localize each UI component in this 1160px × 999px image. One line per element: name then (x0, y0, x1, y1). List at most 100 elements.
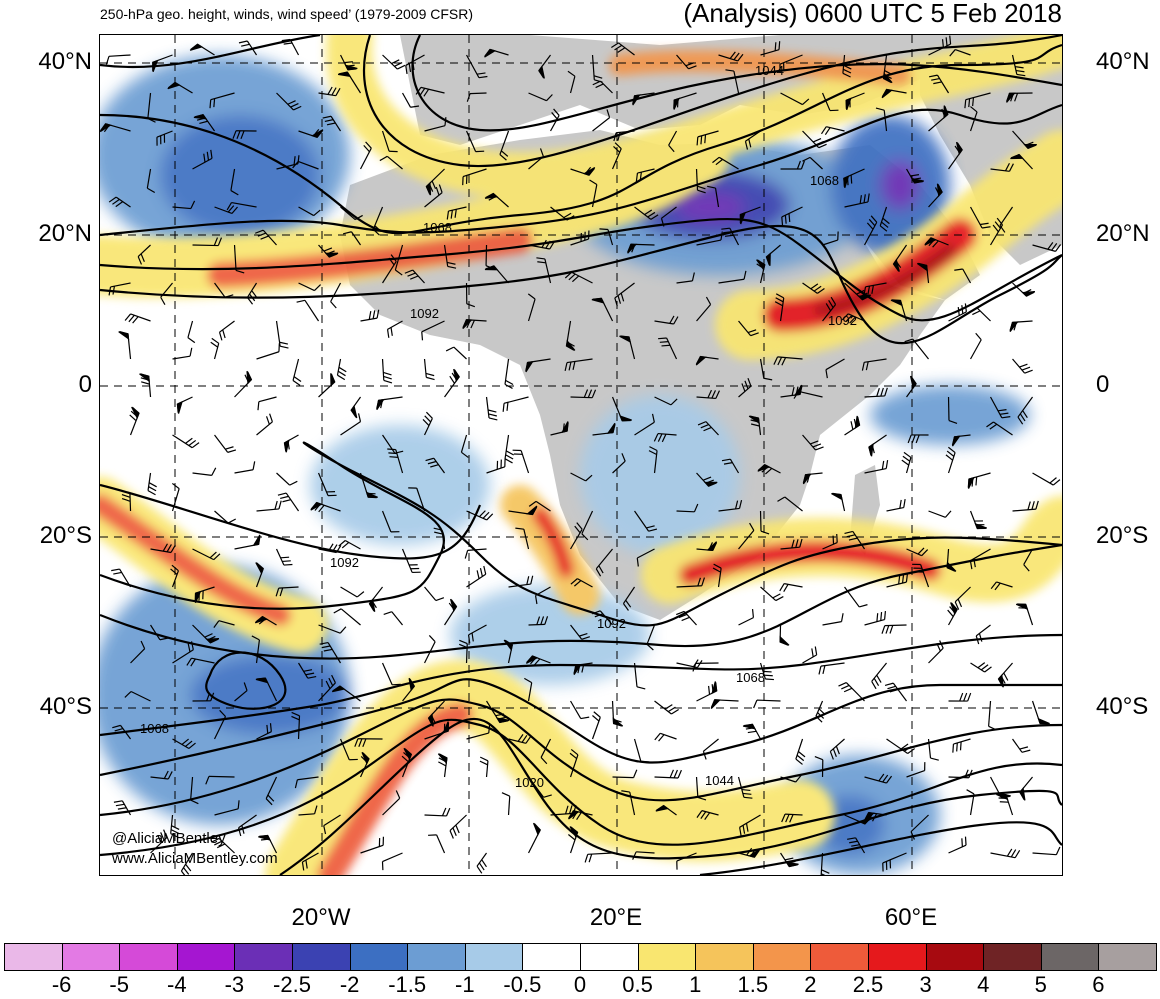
jet-anomaly (532, 507, 574, 578)
wind-barb (550, 421, 569, 436)
wind-barb (844, 193, 870, 208)
wind-barb (632, 851, 655, 860)
wind-barb (428, 834, 446, 854)
wind-barb (695, 776, 707, 801)
wind-barb (622, 586, 636, 611)
wind-barb (739, 206, 761, 225)
wind-barb (317, 472, 337, 497)
wind-barb (340, 586, 365, 598)
colorbar-cell (637, 943, 697, 971)
wind-barb (422, 411, 433, 436)
colorbar-cell (752, 943, 812, 971)
wind-barb (822, 533, 838, 550)
wind-barb (251, 635, 260, 664)
contour-labels: 1044 1068 1068 1092 1092 1092 1092 1068 … (140, 63, 857, 790)
wind-barb (847, 837, 866, 854)
wind-barb (779, 54, 803, 73)
wind-barb (234, 534, 261, 550)
wind-barb (948, 836, 967, 854)
wind-barb (360, 836, 385, 854)
wind-barb (121, 489, 132, 512)
wind-barb (753, 699, 781, 709)
wind-barb (444, 368, 460, 398)
wind-barb (147, 472, 157, 496)
wind-barb (318, 543, 342, 554)
height-contour (100, 441, 1062, 627)
wind-barb (146, 168, 156, 194)
wind-barb (462, 168, 487, 186)
wind-barb (654, 769, 682, 779)
wind-barb (676, 272, 695, 284)
wind-barb (124, 313, 151, 324)
wind-barb (653, 432, 677, 443)
wind-barb (504, 358, 514, 389)
wind-barb (338, 539, 361, 550)
wind-barb (822, 296, 837, 322)
wind-barb (718, 270, 747, 284)
wind-barb (449, 814, 467, 839)
wind-barb (276, 92, 302, 111)
wind-barb (379, 155, 403, 170)
wind-barb (841, 313, 865, 324)
wind-barb (564, 271, 593, 284)
wind-barb (815, 700, 826, 723)
map-svg: 1044 1068 1068 1092 1092 1092 1092 1068 … (100, 35, 1062, 875)
colorbar-label: 2 (804, 972, 817, 997)
wind-barb (465, 130, 485, 153)
wind-barb (904, 338, 929, 360)
wind-barb (864, 773, 893, 784)
wind-barb (654, 315, 679, 325)
wind-barb (460, 434, 469, 458)
wind-barb (1012, 130, 1037, 150)
wind-barb (739, 814, 761, 836)
wind-barb (906, 762, 926, 778)
wind-barb (265, 776, 278, 806)
wind-barb (696, 231, 723, 246)
blue-anomaly (880, 160, 920, 210)
lon-label: 60°E (884, 904, 938, 931)
wind-barb (635, 168, 655, 182)
wind-barb (721, 458, 740, 474)
wind-barb (343, 231, 362, 246)
wind-barb (634, 206, 659, 220)
wind-barb (570, 230, 590, 246)
wind-barb (570, 624, 591, 640)
wind-barb (906, 168, 924, 184)
wind-barb (868, 434, 887, 457)
wind-barb (1010, 153, 1033, 170)
wind-barb (381, 852, 403, 871)
wind-barb (194, 586, 215, 603)
wind-barb (945, 446, 956, 474)
lat-label: 20°S (39, 522, 92, 549)
wind-barb (822, 613, 844, 626)
wind-barb (611, 396, 632, 422)
wind-barb (276, 472, 298, 486)
wind-barb (864, 460, 889, 474)
colorbar-label: 5 (1034, 972, 1047, 997)
wind-barb (802, 646, 818, 664)
wind-barb (160, 282, 173, 305)
wind-barb (660, 206, 677, 227)
wind-barb (256, 413, 273, 436)
wind-barb (401, 548, 421, 574)
wind-barb (255, 677, 278, 702)
wind-barb (871, 662, 887, 690)
wind-barb (901, 451, 912, 474)
wind-barb (949, 48, 971, 57)
wind-barb (192, 467, 217, 476)
wind-barb (525, 358, 551, 373)
wind-barb (568, 810, 593, 821)
height-contours (100, 35, 1062, 875)
wind-barb (988, 700, 997, 731)
wind-barb (969, 510, 988, 530)
wind-barb (484, 265, 509, 284)
contour-label: 1092 (410, 306, 439, 321)
wind-barb (205, 775, 235, 785)
wind-barb (967, 472, 991, 489)
wind-barb (258, 834, 278, 854)
wind-barb (676, 503, 699, 513)
wind-barb (323, 814, 341, 835)
wind-barb (774, 293, 785, 322)
lat-label: 40°N (1096, 48, 1150, 75)
wind-barb (779, 583, 803, 592)
